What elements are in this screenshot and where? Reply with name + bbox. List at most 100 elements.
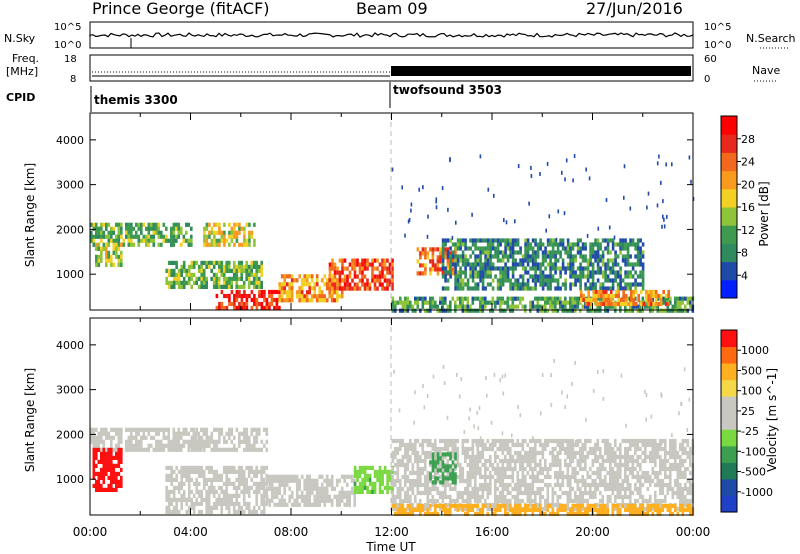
- heatmap-cell: [539, 296, 542, 301]
- heatmap-cell: [526, 458, 530, 464]
- heatmap-cell: [556, 258, 560, 263]
- heatmap-cell: [341, 278, 344, 283]
- heatmap-cell: [581, 304, 585, 309]
- heatmap-cell: [509, 246, 512, 251]
- heatmap-cell: [203, 447, 206, 452]
- heatmap-cell: [421, 442, 425, 448]
- heatmap-cell: [207, 501, 211, 506]
- heatmap-cell: [476, 270, 480, 275]
- heatmap-cell: [674, 296, 677, 301]
- heatmap-cell: [225, 431, 229, 436]
- heatmap-cell: [112, 230, 116, 235]
- heatmap-cell: [132, 435, 136, 440]
- heatmap-cell: [454, 486, 457, 492]
- heatmap-cell: [255, 473, 258, 478]
- heatmap-cell: [449, 464, 452, 469]
- heatmap-cell: [217, 473, 221, 478]
- heatmap-cell: [481, 494, 485, 500]
- heatmap-cell: [584, 507, 587, 512]
- heatmap-cell: [684, 446, 687, 452]
- heatmap-cell: [541, 446, 545, 452]
- heatmap-cell: [165, 280, 168, 285]
- heatmap-cell: [358, 473, 362, 478]
- heatmap-cell: [639, 238, 642, 243]
- scatter-cell: [688, 155, 691, 160]
- heatmap-cell: [599, 304, 602, 309]
- heatmap-cell: [631, 238, 635, 243]
- heatmap-cell: [315, 278, 319, 283]
- heatmap-cell: [371, 465, 374, 470]
- heatmap-cell: [117, 455, 121, 460]
- heatmap-cell: [556, 507, 560, 512]
- heatmap-cell: [634, 438, 637, 444]
- heatmap-cell: [145, 427, 148, 432]
- heatmap-cell: [200, 469, 203, 474]
- heatmap-cell: [328, 478, 331, 483]
- heatmap-cell: [499, 498, 502, 504]
- heatmap-cell: [676, 474, 680, 480]
- heatmap-cell: [125, 439, 128, 444]
- heatmap-cell: [454, 482, 457, 488]
- heatmap-cell: [210, 481, 213, 486]
- heatmap-cell: [248, 443, 251, 448]
- heatmap-cell: [589, 282, 592, 287]
- heatmap-cell: [594, 490, 597, 496]
- heatmap-cell: [210, 447, 214, 452]
- heatmap-cell: [664, 462, 667, 468]
- heatmap-cell: [476, 466, 480, 472]
- heatmap-cell: [243, 427, 246, 432]
- heatmap-cell: [611, 262, 615, 267]
- heatmap-cell: [632, 297, 635, 303]
- heatmap-cell: [689, 490, 692, 496]
- heatmap-cell: [429, 296, 432, 301]
- power-colorbar-swatch: [721, 261, 737, 281]
- heatmap-cell: [305, 274, 309, 279]
- heatmap-cell: [243, 226, 246, 231]
- heatmap-cell: [524, 458, 527, 464]
- heatmap-cell: [225, 293, 229, 299]
- heatmap-cell: [426, 308, 430, 313]
- heatmap-cell: [589, 438, 592, 444]
- heatmap-cell: [476, 258, 480, 263]
- heatmap-cell: [494, 300, 497, 305]
- heatmap-cell: [461, 250, 465, 255]
- heatmap-cell: [180, 284, 183, 289]
- heatmap-cell: [125, 230, 128, 235]
- heatmap-cell: [222, 501, 226, 506]
- heatmap-cell: [441, 274, 445, 279]
- heatmap-cell: [205, 222, 209, 227]
- heatmap-cell: [213, 238, 216, 243]
- heatmap-cell: [569, 490, 572, 496]
- heatmap-cell: [639, 270, 642, 275]
- heatmap-cell: [195, 477, 198, 482]
- heatmap-cell: [253, 293, 256, 299]
- heatmap-cell: [534, 507, 537, 512]
- heatmap-cell: [624, 490, 627, 496]
- heatmap-cell: [361, 262, 364, 267]
- heatmap-cell: [315, 274, 319, 279]
- heatmap-cell: [185, 469, 188, 474]
- heatmap-cell: [391, 478, 395, 484]
- heatmap-cell: [586, 274, 590, 279]
- heatmap-cell: [511, 454, 515, 460]
- heatmap-cell: [237, 284, 241, 289]
- heatmap-cell: [649, 478, 652, 484]
- velocity-heatmap-cells: [90, 358, 695, 516]
- heatmap-cell: [581, 454, 585, 460]
- heatmap-cell: [606, 511, 610, 516]
- heatmap-cell: [611, 238, 615, 243]
- heatmap-cell: [95, 447, 98, 452]
- heatmap-cell: [373, 282, 377, 287]
- heatmap-cell: [589, 258, 592, 263]
- heatmap-cell: [529, 474, 532, 480]
- heatmap-cell: [636, 250, 640, 255]
- heatmap-cell: [210, 477, 213, 482]
- heatmap-cell: [581, 442, 585, 448]
- heatmap-cell: [466, 474, 470, 480]
- heatmap-cell: [105, 451, 108, 456]
- heatmap-cell: [341, 266, 344, 271]
- heatmap-cell: [629, 274, 632, 279]
- heatmap-cell: [619, 446, 622, 452]
- heatmap-cell: [644, 442, 647, 448]
